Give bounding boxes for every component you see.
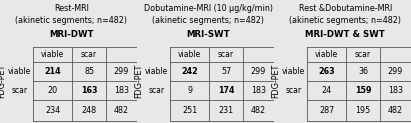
Text: 482: 482: [251, 106, 266, 115]
Text: MRI-SWT: MRI-SWT: [187, 30, 230, 38]
Text: (akinetic segments; n=482): (akinetic segments; n=482): [289, 16, 401, 25]
Text: (akinetic segments; n=482): (akinetic segments; n=482): [152, 16, 264, 25]
Text: scar: scar: [148, 86, 164, 95]
Text: viable: viable: [7, 67, 31, 76]
Text: 195: 195: [356, 106, 371, 115]
Text: MRI-DWT & SWT: MRI-DWT & SWT: [305, 30, 385, 38]
Text: 36: 36: [358, 67, 368, 76]
Text: scar: scar: [355, 50, 371, 59]
Text: viable: viable: [145, 67, 168, 76]
Text: 263: 263: [319, 67, 335, 76]
Text: 183: 183: [114, 86, 129, 95]
Text: Rest &Dobutamine-MRI: Rest &Dobutamine-MRI: [299, 4, 392, 13]
Text: FDG-PET: FDG-PET: [271, 64, 280, 98]
Text: 299: 299: [251, 67, 266, 76]
Text: 24: 24: [321, 86, 332, 95]
Text: FDG-PET: FDG-PET: [0, 64, 6, 98]
Text: 183: 183: [251, 86, 266, 95]
Text: scar: scar: [11, 86, 27, 95]
Text: 299: 299: [388, 67, 403, 76]
Text: 214: 214: [44, 67, 61, 76]
Text: 482: 482: [388, 106, 403, 115]
Text: 234: 234: [45, 106, 60, 115]
Text: 9: 9: [187, 86, 192, 95]
Text: 159: 159: [355, 86, 372, 95]
Text: 287: 287: [319, 106, 334, 115]
Text: 183: 183: [388, 86, 403, 95]
Text: scar: scar: [218, 50, 234, 59]
Text: 251: 251: [182, 106, 197, 115]
Text: viable: viable: [41, 50, 64, 59]
Text: MRI-DWT: MRI-DWT: [49, 30, 93, 38]
Text: scar: scar: [285, 86, 301, 95]
Text: (akinetic segments; n=482): (akinetic segments; n=482): [15, 16, 127, 25]
Text: 231: 231: [219, 106, 234, 115]
Text: FDG-PET: FDG-PET: [134, 64, 143, 98]
Text: 174: 174: [218, 86, 234, 95]
Text: viable: viable: [282, 67, 305, 76]
Text: viable: viable: [178, 50, 201, 59]
Text: Dobutamine-MRI (10 μg/kg/min): Dobutamine-MRI (10 μg/kg/min): [144, 4, 273, 13]
Text: viable: viable: [315, 50, 338, 59]
Text: scar: scar: [81, 50, 97, 59]
Text: 248: 248: [81, 106, 97, 115]
Text: 57: 57: [221, 67, 231, 76]
Text: 163: 163: [81, 86, 97, 95]
Text: 20: 20: [48, 86, 58, 95]
Text: 242: 242: [181, 67, 198, 76]
Text: 482: 482: [114, 106, 129, 115]
Text: 85: 85: [84, 67, 94, 76]
Text: Rest-MRI: Rest-MRI: [54, 4, 89, 13]
Text: 299: 299: [114, 67, 129, 76]
